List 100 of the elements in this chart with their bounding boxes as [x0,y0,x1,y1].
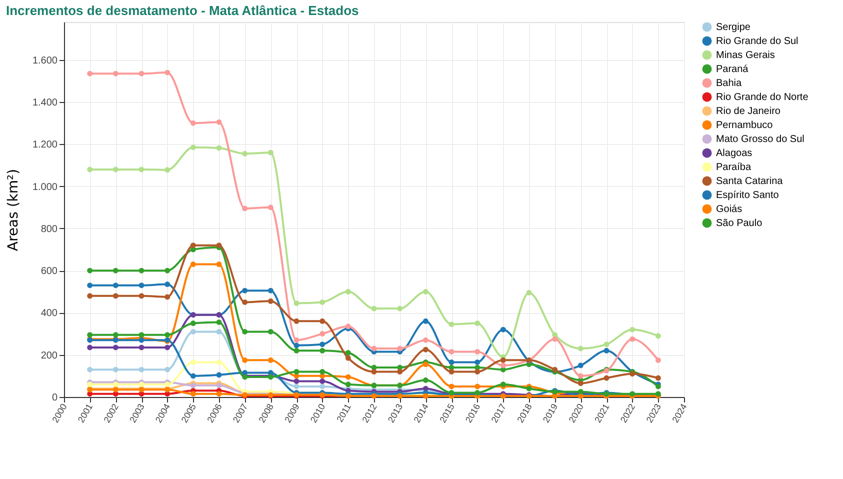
point [320,299,326,305]
point [604,342,610,348]
point [87,344,93,350]
point [422,318,428,324]
point [216,372,222,378]
legend-label: Sergipe [716,22,751,33]
point [268,328,274,334]
legend-label: Bahia [716,78,742,89]
point [345,350,351,356]
y-tick-label: 1.600 [32,55,58,66]
point [320,378,326,384]
point [320,342,326,348]
point [294,342,300,348]
point [112,70,118,76]
legend-label: Paraíba [716,162,752,173]
point [448,360,454,365]
point [345,288,351,294]
point [448,322,454,328]
point [87,268,93,274]
point [112,332,118,338]
point [138,166,144,172]
point [474,348,480,354]
legend-label: Mato Grosso do Sul [716,134,804,145]
point [474,320,480,326]
y-tick-label: 200 [40,350,58,362]
point [216,262,222,268]
point [216,119,222,125]
point [604,348,610,354]
point [655,357,661,363]
point [216,360,222,365]
legend-label: São Paulo [716,218,763,229]
legend-label: Pernambuco [716,120,774,131]
chart-title: Incrementos de desmatamento - Mata Atlântica - Estados [6,3,359,18]
point [294,384,300,390]
y-tick-label: 600 [40,266,58,278]
point [422,288,428,294]
point [242,150,248,156]
point [164,344,170,350]
point [578,346,584,352]
legend-label: Minas Gerais [716,50,775,61]
point [320,318,326,324]
point [190,373,196,379]
point [190,262,196,268]
y-tick-label: 1.200 [32,140,58,151]
y-tick-label: 400 [40,308,58,320]
point [112,382,118,388]
y-tick-label: 800 [40,224,58,235]
point [294,318,300,324]
point [242,206,248,212]
point [112,293,118,299]
point [112,166,118,172]
point [422,346,428,352]
point [474,368,480,374]
point [422,337,428,343]
legend-label: Paraná [716,64,749,75]
legend-label: Santa Catarina [716,176,784,187]
point [112,268,118,274]
point [397,346,403,352]
point [578,380,584,386]
point [190,242,196,248]
point [630,371,636,377]
point [242,357,248,363]
point [87,282,93,288]
point [138,268,144,274]
point [112,344,118,350]
point [242,299,248,305]
point [345,355,351,361]
point [268,204,274,210]
point [190,144,196,150]
point [345,374,351,380]
point [294,348,300,354]
point [242,288,248,294]
point [578,362,584,368]
legend-label: Rio Grande do Sul [716,36,798,47]
point [500,326,506,332]
point [164,382,170,388]
point [345,382,351,388]
point [371,368,377,374]
y-axis-title: Areas (km²) [5,168,22,252]
point [422,377,428,383]
point [448,348,454,354]
legend-label: Alagoas [716,148,752,159]
point [500,357,506,363]
point [320,384,326,390]
point [268,288,274,294]
point [138,344,144,350]
point [87,382,93,388]
point [138,70,144,76]
point [397,368,403,374]
point [294,378,300,384]
point [604,375,610,381]
point [448,368,454,374]
point [422,362,428,368]
point [294,337,300,343]
legend-label: Espírito Santo [716,190,780,201]
point [371,306,377,312]
point [190,120,196,126]
legend-label: Goiás [716,204,742,215]
point [552,336,558,342]
point [526,290,532,296]
